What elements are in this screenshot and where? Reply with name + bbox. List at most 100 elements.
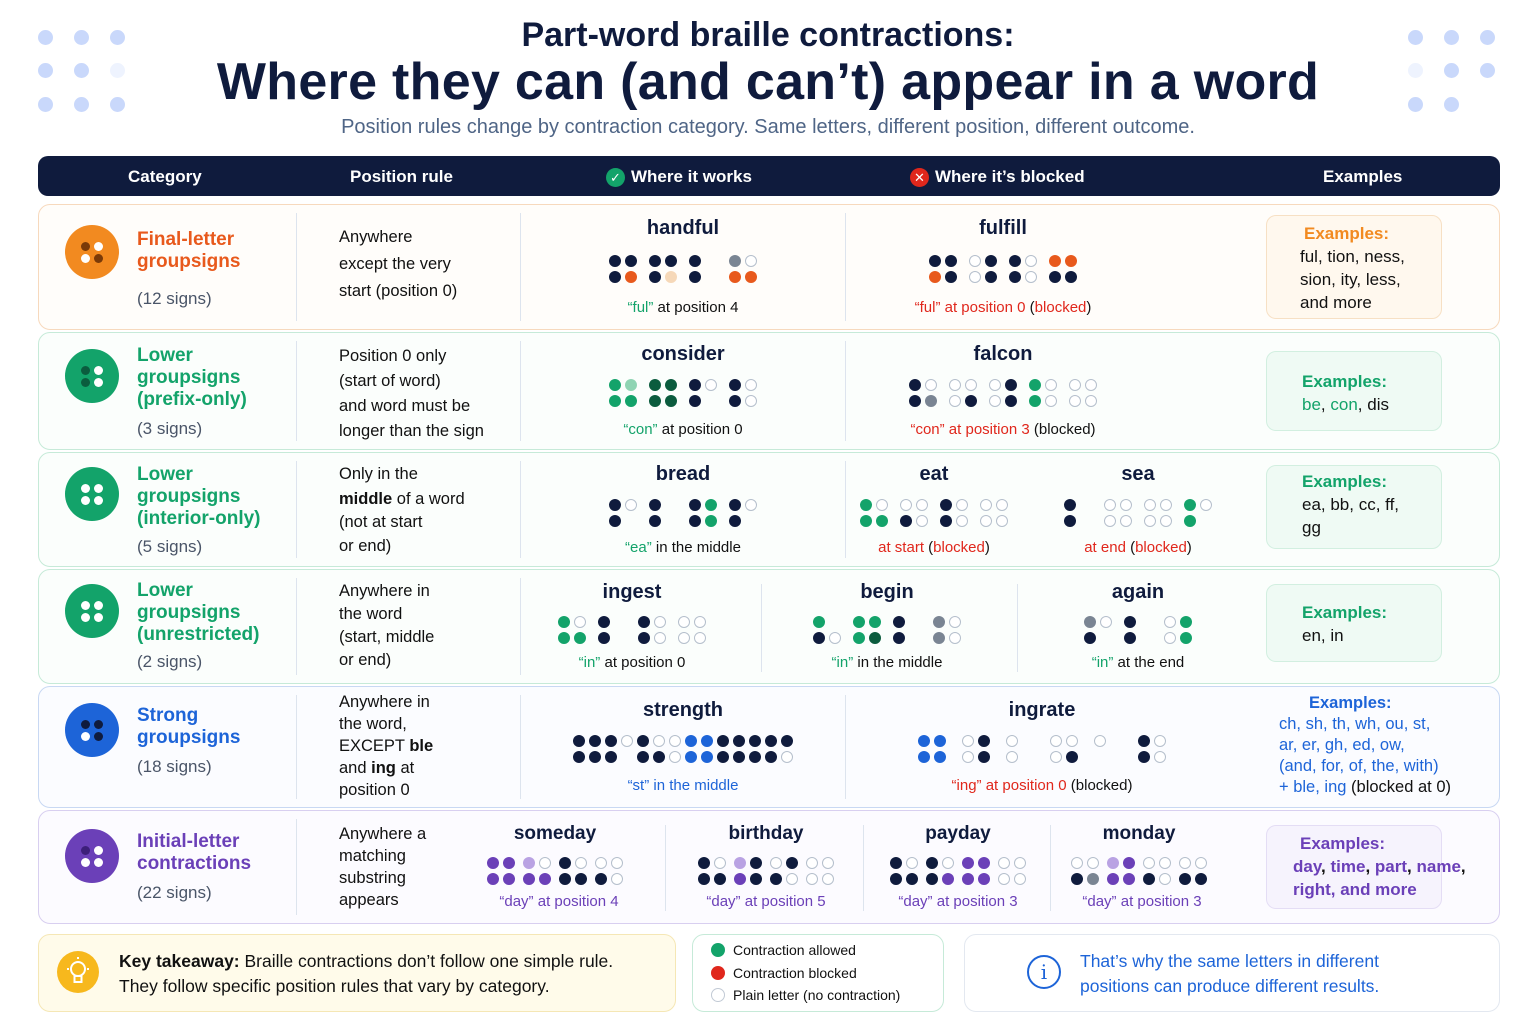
example-word: birthday — [728, 823, 804, 844]
category-count: (3 signs) — [137, 419, 203, 438]
category-name: Final-letter groupsigns — [137, 229, 241, 272]
example-caption: “ea” in the middle — [625, 539, 741, 556]
example-caption: at end (blocked) — [1084, 539, 1192, 556]
braille-cells — [487, 857, 623, 885]
braille-cells — [698, 857, 834, 885]
examples-box: Examples: be, con, dis — [1266, 351, 1442, 431]
final-letter-icon — [65, 225, 119, 279]
examples-box: Examples: ea, bb, cc, ff, gg — [1266, 465, 1442, 549]
example-caption: “ing” at position 0 (blocked) — [951, 777, 1133, 794]
braille-cells — [1071, 857, 1207, 885]
example-caption: “ful” at position 0 (blocked) — [914, 299, 1092, 316]
examples-box: Examples: — [1266, 825, 1442, 909]
example-caption: “ful” at position 4 — [627, 299, 739, 316]
example-word: ingrate — [1008, 699, 1076, 721]
example-caption: at start (blocked) — [878, 539, 990, 556]
decorative-dots-right — [1408, 30, 1498, 114]
initial-letter-icon — [65, 829, 119, 883]
legend-box: Contraction allowed Contraction blocked … — [692, 934, 944, 1012]
braille-cells — [609, 255, 757, 283]
examples-list: day, time, part, name, right, and more — [1293, 857, 1466, 899]
category-count: (5 signs) — [137, 537, 203, 556]
example-word: monday — [1102, 823, 1176, 844]
position-rule: Anywhere in the word (start, middle or e… — [339, 582, 435, 669]
example-word: falcon — [973, 343, 1033, 365]
braille-cells — [813, 616, 961, 644]
header-examples: Examples — [1323, 167, 1403, 186]
example-word: consider — [641, 343, 725, 365]
category-name: Lower groupsigns (unrestricted) — [137, 580, 260, 645]
examples-box: Examples: en, in — [1266, 584, 1442, 662]
category-name: Initial-letter contractions — [137, 831, 252, 874]
example-word: strength — [643, 699, 723, 721]
header-position-rule: Position rule — [350, 167, 453, 186]
example-word: payday — [925, 823, 991, 844]
braille-cells — [918, 735, 1166, 763]
key-takeaway-box: Key takeaway: Braille contractions don’t… — [38, 934, 676, 1012]
lower-groupsign-icon — [65, 349, 119, 403]
decorative-dots-left — [38, 30, 128, 114]
x-circle-icon: ✕ — [910, 167, 929, 187]
example-word: bread — [655, 463, 711, 485]
example-word: handful — [646, 217, 720, 239]
category-count: (2 signs) — [137, 652, 203, 671]
row-strong-groupsigns: Strong groupsigns (18 signs) Anywhere in… — [38, 686, 1500, 808]
category-name: Strong groupsigns — [137, 705, 241, 748]
braille-cells — [890, 857, 1026, 885]
example-caption: “day” at position 5 — [706, 893, 826, 910]
row-lower-interior-only: Lower groupsigns (interior-only) (5 sign… — [38, 452, 1500, 567]
info-icon: i — [1027, 955, 1061, 989]
strong-groupsign-icon — [65, 703, 119, 757]
braille-cells — [1084, 616, 1192, 644]
title-top: Part-word braille contractions: — [521, 16, 1015, 54]
example-caption: “st” in the middle — [627, 777, 739, 794]
row-lower-prefix-only: Lower groupsigns (prefix-only) (3 signs)… — [38, 332, 1500, 450]
example-caption: “in” at position 0 — [578, 654, 686, 671]
lower-groupsign-icon — [65, 467, 119, 521]
braille-cells — [929, 255, 1077, 283]
example-word: eat — [919, 463, 949, 485]
lightbulb-icon — [57, 951, 99, 993]
note-text: That’s why the same letters in different… — [1080, 951, 1380, 996]
row-final-letter: Final-letter groupsigns (12 signs) Anywh… — [38, 204, 1500, 330]
example-caption: “day” at position 3 — [1082, 893, 1202, 910]
header-works: ✓ Where it works — [606, 167, 752, 187]
example-caption: “in” at the end — [1091, 654, 1185, 671]
braille-cells — [609, 499, 757, 527]
category-count: (22 signs) — [137, 883, 212, 902]
category-count: (12 signs) — [137, 289, 212, 308]
position-rule: Position 0 only (start of word) and word… — [339, 347, 484, 440]
note-box: i That’s why the same letters in differe… — [964, 934, 1500, 1012]
example-caption: “in” in the middle — [831, 654, 943, 671]
legend-item: Plain letter (no contraction) — [711, 987, 900, 1003]
braille-cells — [909, 379, 1097, 407]
header-category: Category — [128, 167, 202, 186]
braille-cells — [558, 616, 706, 644]
legend-item: Contraction blocked — [711, 965, 857, 981]
examples-box: Examples: ful, tion, ness, sion, ity, le… — [1266, 215, 1442, 319]
position-rule: Anywhere except the very start (position… — [339, 228, 458, 300]
example-caption: “con” at position 0 — [623, 421, 743, 438]
category-name: Lower groupsigns (interior-only) — [137, 464, 261, 529]
example-caption: “day” at position 4 — [499, 893, 619, 910]
braille-cells — [860, 499, 1008, 527]
category-name: Lower groupsigns (prefix-only) — [137, 345, 247, 410]
page-title: Where they can (and can’t) appear in a w… — [216, 53, 1320, 111]
example-word: again — [1111, 581, 1165, 603]
braille-cells — [1064, 499, 1212, 527]
position-rule: Anywhere in the word, EXCEPT ble and ing… — [339, 693, 434, 799]
example-caption: “con” at position 3 (blocked) — [910, 421, 1096, 438]
example-word: sea — [1121, 463, 1155, 485]
header-blocked: ✕ Where it’s blocked — [910, 167, 1085, 187]
legend-item: Contraction allowed — [711, 942, 856, 958]
category-count: (18 signs) — [137, 757, 212, 776]
example-word: begin — [860, 581, 914, 603]
example-word: ingest — [602, 581, 662, 603]
position-rule: Anywhere a matching substring appears — [339, 825, 427, 909]
page-subtitle: Position rules change by contraction cat… — [341, 116, 1195, 138]
examples-box: Examples: ch, sh, th, wh, ou, st, ar, er… — [1279, 694, 1451, 796]
example-word: someday — [513, 823, 597, 844]
takeaway-text: Key takeaway: Braille contractions don’t… — [119, 951, 614, 996]
plain-dot-icon — [711, 988, 725, 1002]
braille-cells — [609, 379, 757, 407]
